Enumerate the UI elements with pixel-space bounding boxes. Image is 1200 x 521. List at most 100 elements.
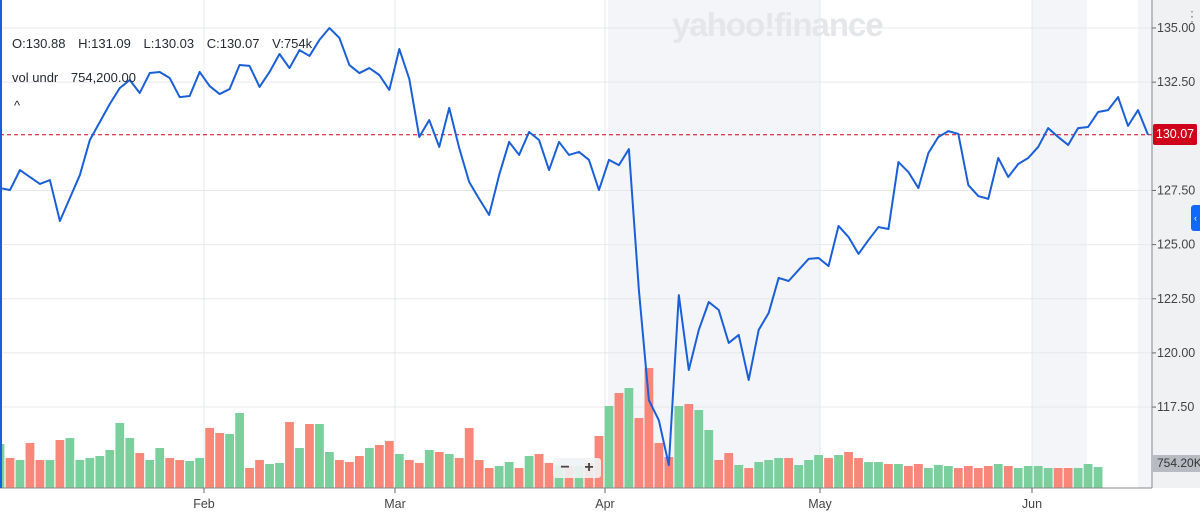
volume-bar — [414, 463, 424, 488]
volume-bar — [884, 464, 893, 488]
shaded-period — [1032, 0, 1087, 488]
volume-bar — [165, 458, 175, 488]
x-tick-label: Feb — [193, 497, 215, 511]
volume-bar — [943, 466, 953, 488]
volume-bar — [464, 428, 474, 488]
last-price-label: 130.07 — [1153, 124, 1197, 145]
volume-bar — [624, 388, 634, 488]
volume-bar — [384, 441, 394, 488]
volume-bar — [1073, 468, 1083, 488]
volume-bar — [344, 462, 354, 488]
volume-bar — [115, 423, 125, 488]
volume-indicator-value: 754,200.00 — [70, 70, 136, 85]
volume-bar — [265, 464, 274, 488]
volume-bar — [484, 468, 494, 488]
volume-bar — [155, 448, 165, 488]
shaded-period — [1138, 0, 1152, 488]
volume-bar — [255, 460, 264, 488]
volume-bar — [914, 464, 923, 488]
volume-bar — [933, 465, 943, 488]
volume-bar — [1063, 468, 1073, 488]
volume-bar — [963, 466, 973, 488]
volume-bar — [953, 468, 963, 488]
yahoo-finance-watermark: yahoo!finance — [672, 6, 884, 43]
volume-indicator-legend[interactable]: vol undr 754,200.00 — [12, 70, 145, 85]
volume-bar — [145, 460, 155, 488]
volume-bar — [215, 433, 225, 488]
volume-indicator-name: vol undr — [12, 70, 59, 85]
volume-bar — [205, 428, 215, 488]
volume-bar — [1043, 468, 1053, 488]
ohlc-legend: O:130.88 H:131.09 L:130.03 C:130.07 V:75… — [12, 36, 321, 51]
volume-bar — [0, 444, 5, 488]
expand-panel-button[interactable]: ‹ — [1191, 205, 1200, 231]
volume-bar — [614, 393, 624, 488]
volume-bar — [245, 468, 254, 488]
volume-bar — [724, 453, 734, 488]
volume-bar — [1053, 468, 1063, 488]
shaded-period — [608, 0, 820, 488]
zoom-controls: − + — [553, 458, 601, 478]
volume-bar — [894, 464, 903, 488]
volume-bar — [1023, 466, 1033, 488]
volume-bar — [55, 440, 65, 488]
volume-bar — [444, 454, 454, 488]
volume-bar — [714, 460, 724, 488]
volume-bar — [644, 368, 654, 488]
zoom-out-button[interactable]: − — [560, 459, 570, 476]
volume-bar — [195, 458, 205, 488]
volume-bar — [65, 438, 75, 488]
volume-bar — [794, 465, 804, 488]
volume-bar — [1083, 464, 1093, 488]
volume-bar — [5, 458, 15, 488]
volume-bar — [524, 456, 534, 488]
y-tick-label: 122.50 — [1157, 292, 1195, 306]
volume-bar — [434, 452, 444, 488]
volume-bar — [764, 460, 774, 488]
volume-bar — [734, 465, 744, 488]
volume-bar — [45, 460, 55, 488]
volume-bar — [854, 458, 863, 488]
volume-bar — [973, 468, 983, 488]
volume-bar — [85, 458, 95, 488]
zoom-in-button[interactable]: + — [584, 459, 594, 476]
volume-bar — [1093, 467, 1103, 488]
volume-bar — [504, 462, 514, 488]
volume-bar — [275, 463, 284, 488]
volume-bar — [904, 466, 913, 488]
volume-bar — [864, 462, 873, 488]
x-tick-label: May — [808, 497, 832, 511]
volume-axis-label: 754.20K — [1153, 455, 1200, 472]
volume-bar — [983, 466, 993, 488]
volume-bar — [544, 463, 554, 488]
collapse-legend-icon[interactable]: ^ — [14, 98, 21, 113]
volume-bar — [754, 462, 764, 488]
volume-bar — [874, 462, 883, 488]
more-options-icon[interactable]: ⋮ — [1185, 8, 1199, 24]
open-value: O:130.88 — [12, 36, 66, 51]
volume-value: V:754k — [272, 36, 313, 51]
volume-bar — [684, 404, 694, 488]
volume-bar — [993, 464, 1003, 488]
volume-bar — [105, 450, 115, 488]
volume-bar — [335, 460, 344, 488]
y-tick-label: 127.50 — [1157, 183, 1195, 197]
volume-bar — [844, 452, 853, 488]
volume-bar — [404, 460, 414, 488]
y-tick-label: 125.00 — [1157, 238, 1195, 252]
volume-bar — [25, 443, 35, 488]
volume-bar — [285, 422, 294, 488]
volume-bar — [185, 461, 195, 488]
volume-bar — [774, 458, 784, 488]
y-tick-label: 132.50 — [1157, 75, 1195, 89]
volume-bar — [664, 457, 674, 488]
y-axis-background — [1152, 0, 1200, 488]
volume-bar — [534, 454, 544, 488]
volume-bar — [834, 455, 843, 488]
volume-bar — [354, 456, 364, 488]
volume-bar — [364, 448, 374, 488]
volume-bar — [1033, 466, 1043, 488]
volume-bar — [135, 453, 145, 488]
